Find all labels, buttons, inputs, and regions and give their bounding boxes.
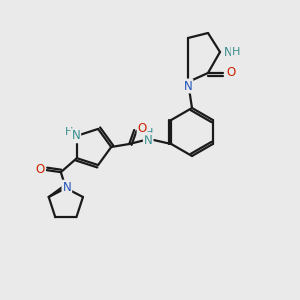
Text: N: N <box>224 46 232 59</box>
Text: H: H <box>65 127 73 137</box>
Text: O: O <box>35 163 44 176</box>
Text: O: O <box>138 122 147 134</box>
Text: N: N <box>62 181 71 194</box>
Text: H: H <box>232 47 240 57</box>
Text: N: N <box>144 134 153 146</box>
Text: N: N <box>71 129 80 142</box>
Text: O: O <box>226 67 236 80</box>
Text: N: N <box>184 80 192 92</box>
Text: H: H <box>145 128 153 138</box>
